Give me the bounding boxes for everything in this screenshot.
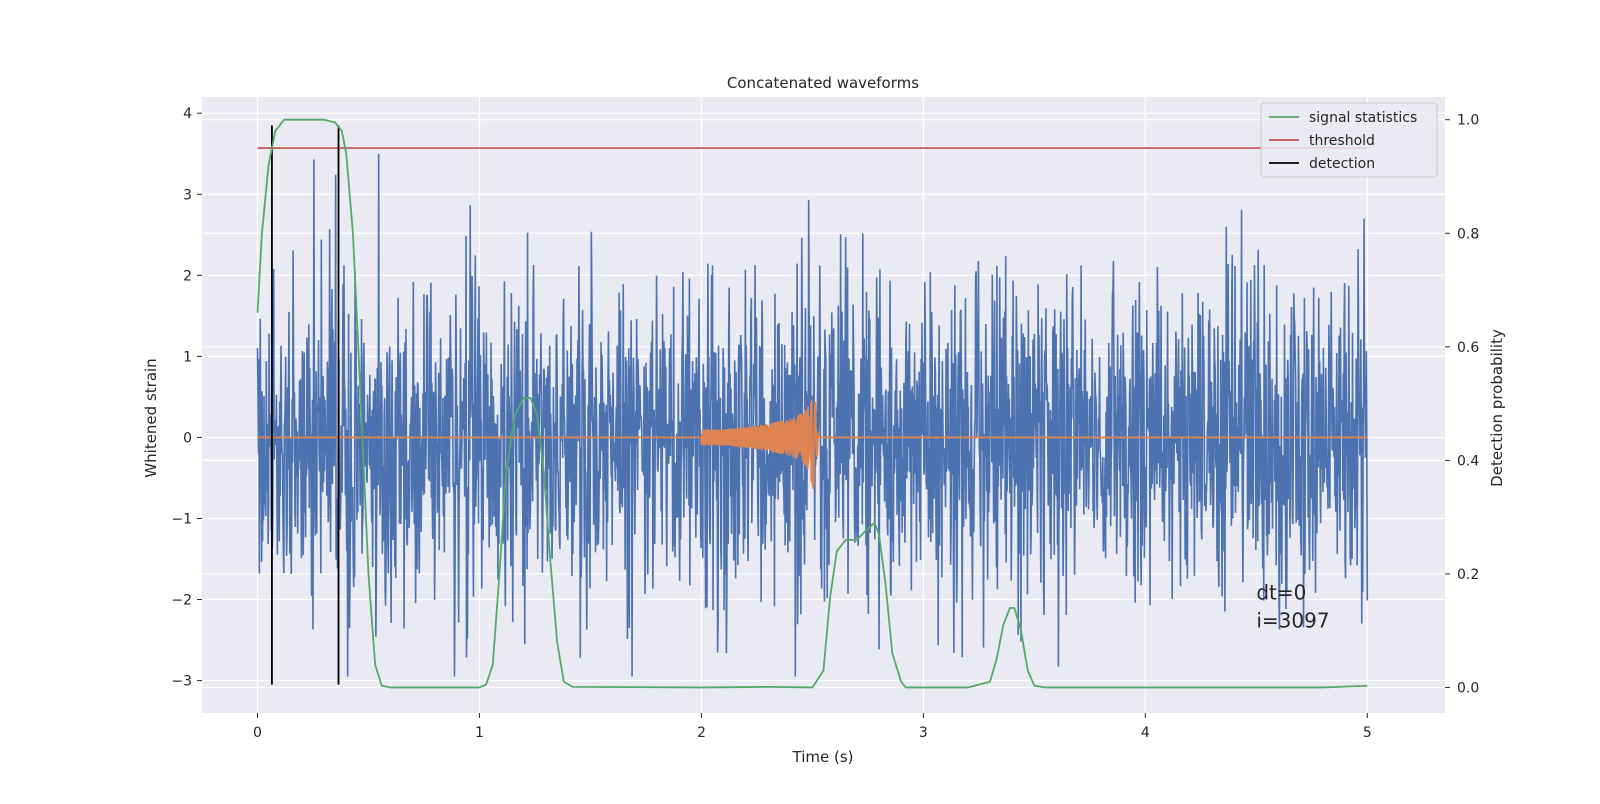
x-tick-label: 1 xyxy=(475,725,484,741)
y2-tick-label: 1.0 xyxy=(1457,113,1479,129)
y-tick-label: 2 xyxy=(183,268,192,284)
annotation-block: dt=0 i=3097 xyxy=(1256,580,1329,632)
template-line xyxy=(257,399,1368,489)
detection-series xyxy=(271,125,340,685)
legend: signal statistics threshold detection xyxy=(1260,102,1438,178)
y2-tick-label: 0.6 xyxy=(1457,340,1479,356)
chart-title: Concatenated waveforms xyxy=(727,74,919,92)
y-tick-label: 3 xyxy=(183,187,192,203)
legend-label: threshold xyxy=(1309,133,1375,149)
y-axis-label: Whitened strain xyxy=(142,358,160,477)
x-tick-label: 4 xyxy=(1141,725,1150,741)
y2-tick-label: 0.2 xyxy=(1457,567,1479,583)
y-tick-label: 0 xyxy=(183,430,192,446)
legend-label: signal statistics xyxy=(1309,110,1417,126)
annotation-dt: dt=0 xyxy=(1256,580,1306,604)
y2-tick-label: 0.4 xyxy=(1457,453,1479,469)
y-tick-label: 4 xyxy=(183,106,192,122)
x-axis-label: Time (s) xyxy=(792,748,854,766)
y-tick-label: −3 xyxy=(171,674,192,690)
y-axis-right: 0.0 0.2 0.4 0.6 0.8 1.0 xyxy=(1445,113,1479,696)
y2-tick-label: 0.0 xyxy=(1457,680,1479,696)
y-axis-left: −3 −2 −1 0 1 2 3 4 xyxy=(171,106,202,690)
legend-box xyxy=(1260,102,1438,178)
y2-axis-label: Detection probability xyxy=(1488,329,1506,487)
y-tick-label: 1 xyxy=(183,349,192,365)
y-tick-label: −2 xyxy=(171,593,192,609)
x-tick-label: 0 xyxy=(253,725,262,741)
legend-label: detection xyxy=(1309,156,1375,172)
x-tick-label: 3 xyxy=(919,725,928,741)
template-series xyxy=(257,399,1368,489)
statistics-series xyxy=(256,118,1368,689)
x-axis: 0 1 2 3 4 5 xyxy=(253,713,1372,741)
x-tick-label: 5 xyxy=(1363,725,1372,741)
y-tick-label: −1 xyxy=(171,511,192,527)
statistics-line xyxy=(256,118,1368,689)
x-tick-label: 2 xyxy=(697,725,706,741)
y2-tick-label: 0.8 xyxy=(1457,226,1479,242)
annotation-index: i=3097 xyxy=(1256,608,1329,632)
